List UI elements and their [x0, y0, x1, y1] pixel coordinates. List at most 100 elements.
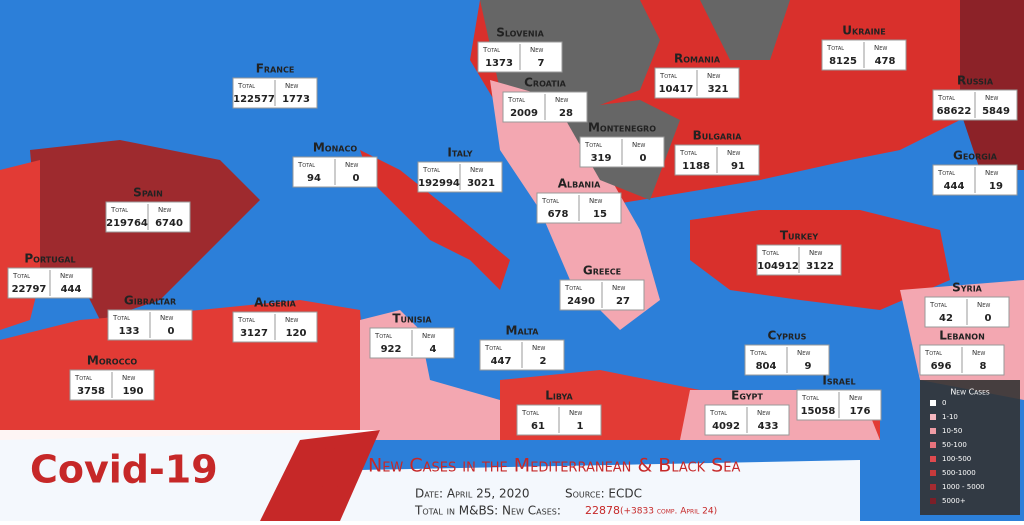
legend-swatch: [930, 400, 936, 406]
total-label: Total: [507, 96, 525, 104]
country-name: Montenegro: [588, 121, 656, 135]
new-label: New: [972, 349, 985, 357]
country-name: Malta: [506, 324, 540, 338]
new-value: 27: [616, 296, 630, 307]
total-label: Total: [484, 344, 502, 352]
country-name: Turkey: [780, 229, 819, 243]
total-value: 219764: [106, 218, 148, 229]
legend-label: 50-100: [942, 441, 967, 449]
new-label: New: [158, 206, 171, 214]
total-label: Total: [237, 316, 255, 324]
country-name: Ukraine: [842, 24, 885, 38]
new-label: New: [612, 284, 625, 292]
country-name: France: [256, 62, 295, 76]
total-value: 22797: [12, 284, 47, 295]
new-value: 9: [805, 361, 812, 372]
new-label: New: [569, 409, 582, 417]
country-card: Bulgaria Total New 1188 91: [674, 129, 760, 176]
legend-label: 1-10: [942, 413, 958, 421]
country-card: Spain Total New 219764 6740: [105, 186, 191, 233]
total-value: 42: [939, 313, 953, 324]
country-card: Algeria Total New 3127 120: [232, 296, 318, 343]
total-value: 1188: [682, 161, 710, 172]
total-label: Total: [541, 197, 559, 205]
new-value: 478: [875, 56, 896, 67]
legend-swatch: [930, 498, 936, 504]
country-name: Libya: [545, 389, 573, 403]
legend-swatch: [930, 456, 936, 462]
country-card: Syria Total New 42 0: [924, 281, 1010, 328]
new-value: 444: [61, 284, 82, 295]
country-card: Ukraine Total New 8125 478: [821, 24, 907, 71]
date: Date: April 25, 2020: [415, 487, 530, 501]
country-card: Portugal Total New 22797 444: [7, 252, 93, 299]
subtitle: New Cases in the Mediterranean & Black S…: [368, 455, 740, 477]
total-label: Total: [521, 409, 539, 417]
legend-swatch: [930, 470, 936, 476]
total-label: Total: [112, 314, 130, 322]
new-label: New: [727, 149, 740, 157]
total-value: 1373: [485, 58, 513, 69]
total-value: 804: [756, 361, 777, 372]
total-value: 61: [531, 421, 545, 432]
new-label: New: [707, 72, 720, 80]
new-label: New: [874, 44, 887, 52]
total-label: Total: [826, 44, 844, 52]
legend-swatch: [930, 428, 936, 434]
legend-box: [920, 380, 1020, 515]
country-name: Albania: [558, 177, 601, 191]
new-label: New: [285, 82, 298, 90]
country-card: Slovenia Total New 1373 7: [477, 26, 563, 73]
total-label: Total in M&BS: New Cases:: [414, 504, 561, 518]
new-label: New: [422, 332, 435, 340]
country-card: Albania Total New 678 15: [536, 177, 622, 224]
legend-label: 5000+: [942, 497, 966, 505]
new-label: New: [160, 314, 173, 322]
new-label: New: [977, 301, 990, 309]
total-value: 122577: [233, 94, 275, 105]
new-value: 15: [593, 209, 607, 220]
new-value: 3021: [467, 178, 495, 189]
country-name: Tunisia: [392, 312, 432, 326]
new-value: 433: [758, 421, 779, 432]
country-card: Montenegro Total New 319 0: [579, 121, 665, 168]
total-value: 104912: [757, 261, 799, 272]
total-value: 678: [548, 209, 569, 220]
new-label: New: [757, 409, 770, 417]
country-name: Portugal: [24, 252, 75, 266]
country-card: Italy Total New 192994 3021: [417, 146, 503, 193]
new-label: New: [345, 161, 358, 169]
country-card: Croatia Total New 2009 28: [502, 76, 588, 123]
country-name: Egypt: [731, 389, 763, 403]
total-label: Total: [679, 149, 697, 157]
country-card: Morocco Total New 3758 190: [69, 354, 155, 401]
country-name: Greece: [583, 264, 621, 278]
total-value: 2490: [567, 296, 595, 307]
legend-swatch: [930, 442, 936, 448]
legend-label: 10-50: [942, 427, 962, 435]
new-label: New: [532, 344, 545, 352]
new-label: New: [122, 374, 135, 382]
total-label: Total: [929, 301, 947, 309]
new-value: 91: [731, 161, 745, 172]
new-label: New: [797, 349, 810, 357]
total-value: 319: [591, 153, 612, 164]
country-name: Algeria: [254, 296, 297, 310]
total-label: Total: [237, 82, 255, 90]
new-label: New: [60, 272, 73, 280]
total-label: Total: [564, 284, 582, 292]
total-value: 8125: [829, 56, 857, 67]
new-value: 1: [577, 421, 584, 432]
new-value: 6740: [155, 218, 183, 229]
country-name: Monaco: [313, 141, 358, 155]
country-name: Croatia: [524, 76, 567, 90]
legend-label: 100-500: [942, 455, 971, 463]
total-label: Total: [297, 161, 315, 169]
total-value: 15058: [801, 406, 836, 417]
new-value: 0: [985, 313, 992, 324]
country-card: Libya Total New 61 1: [516, 389, 602, 436]
country-name: Morocco: [87, 354, 137, 368]
